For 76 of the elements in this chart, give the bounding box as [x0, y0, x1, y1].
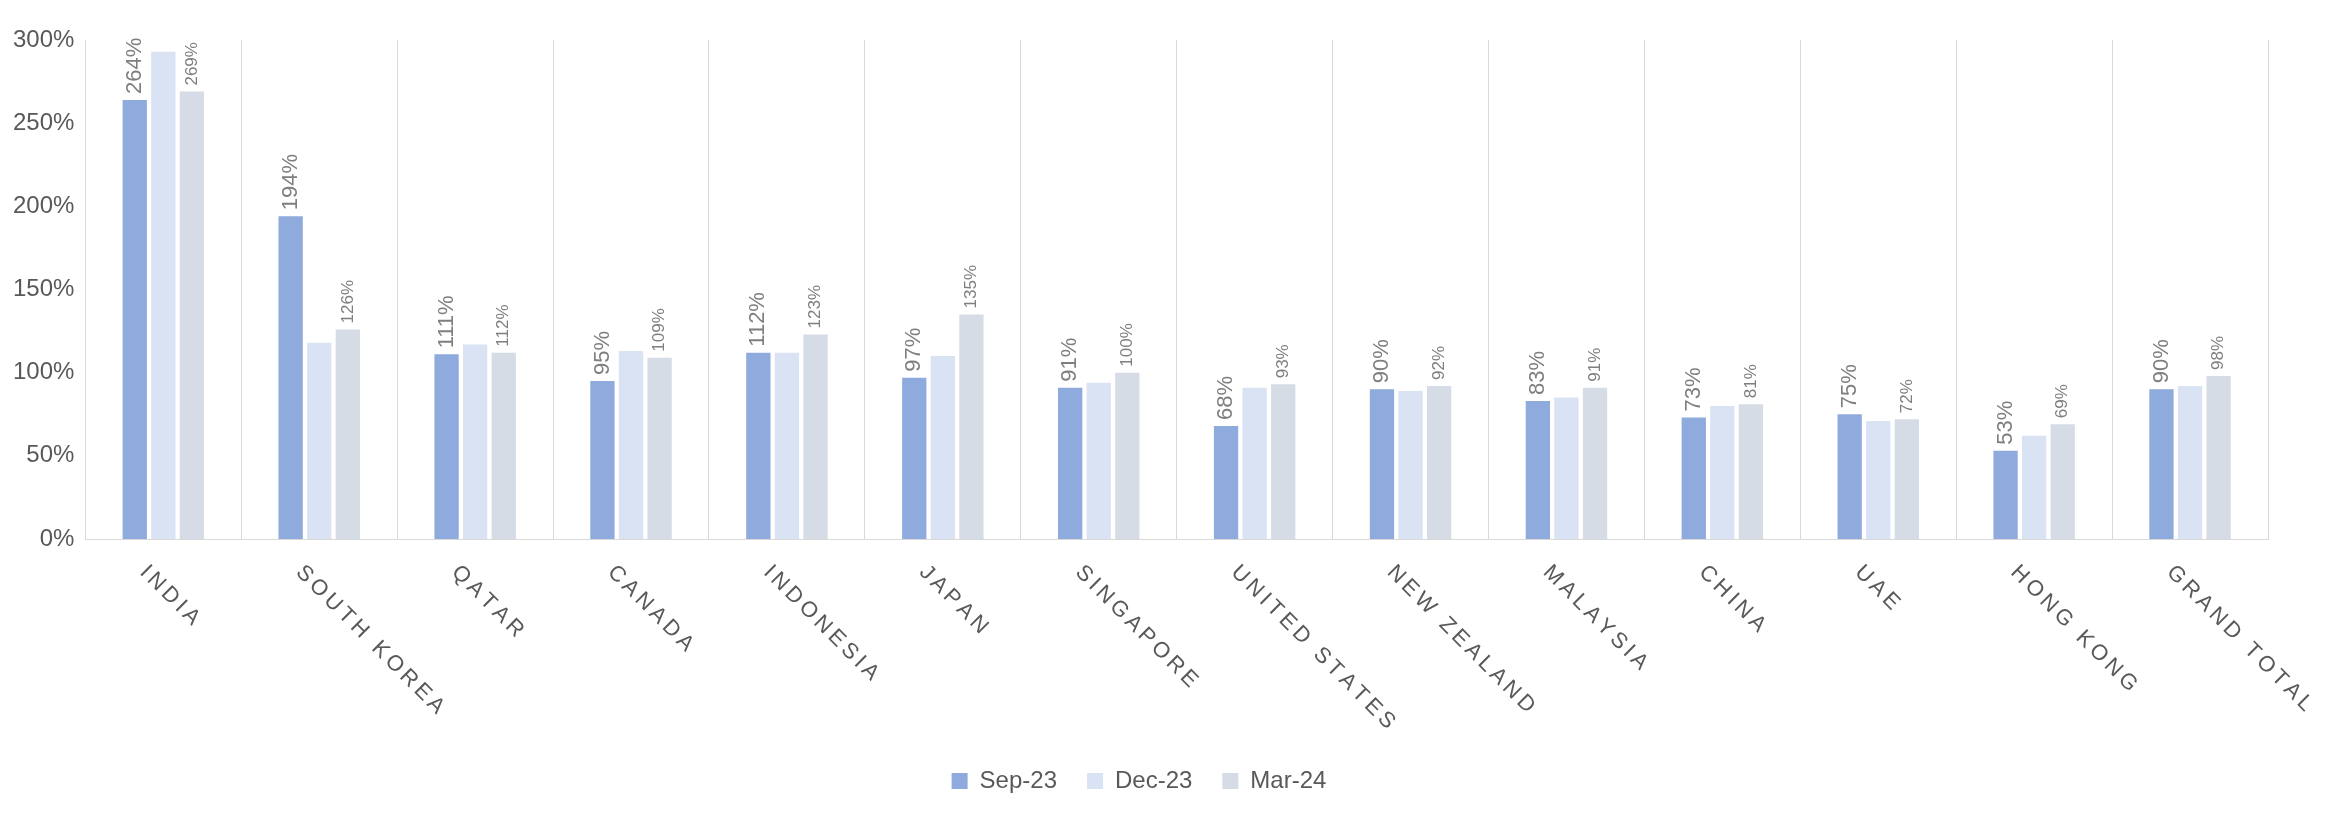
data-label: 92% [1428, 345, 1448, 380]
y-tick-label: 300% [12, 24, 75, 52]
bar [1554, 397, 1579, 539]
data-label: 109% [649, 308, 669, 352]
bar [1086, 382, 1111, 539]
bar [307, 342, 332, 539]
data-label: 95% [588, 330, 614, 375]
bar [122, 99, 147, 539]
bar [151, 51, 176, 539]
data-label: 135% [961, 264, 981, 309]
bar [1710, 405, 1735, 539]
y-tick-label: 0% [39, 523, 75, 551]
bar [434, 354, 459, 539]
legend-label: Dec-23 [1115, 765, 1193, 793]
bar [278, 216, 303, 539]
data-label: 81% [1740, 364, 1760, 399]
data-label: 90% [1368, 339, 1394, 384]
bar [590, 380, 615, 539]
x-tick-label: MALAYSIA [1538, 559, 1655, 675]
data-label: 111% [432, 295, 458, 349]
bar [774, 352, 800, 539]
bar [2022, 435, 2047, 539]
bar [902, 377, 927, 539]
y-tick-label: 250% [12, 107, 75, 135]
bar [462, 344, 488, 539]
data-label: 112% [744, 292, 770, 347]
data-label: 68% [1212, 375, 1238, 420]
data-label: 53% [1991, 400, 2017, 445]
data-label: 91% [1056, 337, 1082, 382]
bar [1058, 387, 1083, 539]
bar [618, 351, 644, 539]
bar [2149, 389, 2174, 539]
bar [1398, 390, 1423, 539]
data-label: 90% [2147, 339, 2173, 384]
bar [1213, 425, 1239, 539]
x-tick-label: CANADA [603, 559, 701, 657]
data-label: 75% [1835, 364, 1861, 409]
data-label: 100% [1117, 323, 1137, 367]
data-label: 69% [2052, 384, 2072, 419]
data-label: 91% [1584, 347, 1604, 382]
bar [1369, 389, 1395, 539]
y-tick-label: 200% [12, 190, 75, 218]
x-tick-label: JAPAN [915, 559, 995, 639]
data-label: 98% [2208, 335, 2228, 370]
y-tick-label: 100% [12, 357, 75, 385]
data-label: 83% [1523, 350, 1549, 395]
x-tick-label: CHINA [1694, 559, 1773, 637]
x-tick-label: UAE [1850, 559, 1906, 615]
data-label: 264% [120, 37, 146, 94]
bar [1681, 417, 1706, 539]
category-label: GRAND TOTAL [2162, 559, 2319, 716]
legend-label: Mar-24 [1250, 765, 1327, 793]
x-tick-label: INDIA [135, 559, 207, 630]
x-tick-label: HONG KONG [2006, 559, 2144, 697]
bar [746, 352, 771, 539]
category-label: SINGAPORE [1070, 559, 1204, 692]
bar [1525, 400, 1551, 539]
data-label: 72% [1896, 379, 1916, 414]
y-tick-label: 150% [12, 274, 75, 302]
data-label: 269% [181, 42, 201, 86]
bar [1993, 450, 2018, 539]
legend-label: Sep-23 [979, 765, 1057, 793]
data-label: 194% [276, 154, 302, 211]
bar [1866, 420, 1891, 539]
bar [1242, 387, 1267, 539]
bar [930, 356, 955, 539]
bar [2177, 385, 2203, 539]
data-label: 123% [805, 284, 825, 329]
y-tick-label: 50% [26, 440, 75, 468]
data-label: 73% [1679, 367, 1705, 412]
data-label: 126% [337, 279, 357, 324]
bar [1837, 414, 1862, 539]
data-label: 112% [493, 304, 513, 347]
category-label: INDONESIA [759, 559, 886, 686]
data-label: 93% [1272, 344, 1292, 379]
data-label: 97% [900, 327, 926, 372]
